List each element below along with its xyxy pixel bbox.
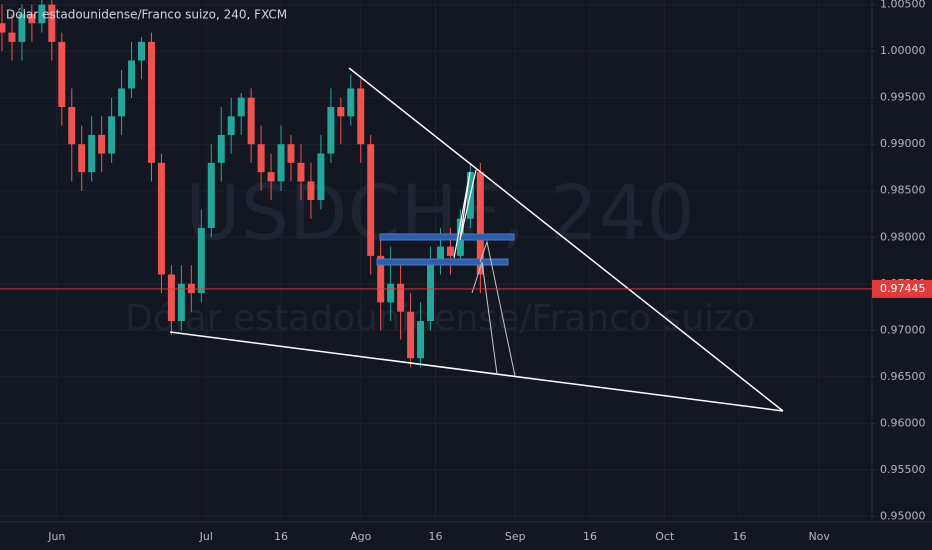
candle-body — [287, 144, 295, 163]
candle-body — [108, 116, 116, 154]
last-price-label: 0.97445 — [880, 282, 926, 295]
x-tick-label: Ago — [350, 530, 372, 543]
candle-body — [367, 144, 375, 256]
candle-body — [157, 162, 165, 275]
y-tick-label: 1.00000 — [880, 44, 926, 57]
arrow-path — [453, 169, 477, 259]
candle-body — [138, 41, 146, 61]
x-tick-label: Sep — [505, 530, 526, 543]
candle-body — [78, 144, 86, 173]
candle-body — [357, 88, 365, 145]
x-tick-label: Oct — [655, 530, 675, 543]
candle-body — [147, 41, 155, 163]
y-tick-label: 0.96500 — [880, 370, 926, 383]
candle-body — [177, 283, 185, 322]
x-tick-label: Jun — [47, 530, 65, 543]
candle-body — [297, 162, 305, 182]
candle-body — [98, 134, 106, 154]
candle-body — [227, 116, 235, 135]
candle-body — [28, 13, 36, 24]
candle-body — [187, 283, 195, 294]
y-tick-label: 0.99000 — [880, 137, 926, 150]
x-tick-label: Jul — [199, 530, 213, 543]
y-tick-label: 0.97000 — [880, 323, 926, 336]
y-tick-label: 0.98000 — [880, 230, 926, 243]
drawings — [169, 67, 784, 412]
candle-body — [18, 13, 26, 42]
candle-body — [377, 255, 385, 303]
candle-body — [257, 144, 265, 173]
candle-body — [407, 311, 415, 359]
y-tick-label: 0.96000 — [880, 416, 926, 429]
candle-body — [128, 60, 136, 89]
x-tick-label: 16 — [429, 530, 443, 543]
x-tick-label: 16 — [583, 530, 597, 543]
candle-body — [397, 283, 405, 312]
candle-body — [167, 274, 175, 322]
candle-body — [387, 283, 395, 303]
candle-body — [476, 172, 484, 275]
zone — [379, 233, 515, 241]
x-tick-label: 16 — [732, 530, 746, 543]
candle-body — [446, 246, 454, 256]
trendline — [348, 67, 784, 412]
arrow-path — [479, 240, 516, 377]
candle-body — [237, 97, 245, 117]
y-tick-label: 0.95500 — [880, 463, 926, 476]
candle-body — [207, 162, 215, 228]
candle-body — [277, 144, 285, 182]
trendline — [169, 331, 784, 412]
y-tick-label: 1.00500 — [880, 0, 926, 11]
candle-body — [417, 321, 425, 359]
arrow-path — [471, 261, 498, 375]
y-tick-label: 0.95000 — [880, 509, 926, 522]
price-axis — [872, 0, 932, 550]
candle-body — [58, 41, 66, 108]
x-tick-label: Nov — [808, 530, 830, 543]
candle-body — [8, 32, 16, 42]
candle-body — [436, 246, 444, 266]
candle-body — [347, 88, 355, 117]
candle-body — [68, 107, 76, 145]
y-tick-label: 0.98500 — [880, 184, 926, 197]
candle-body — [427, 265, 435, 322]
candle-body — [197, 227, 205, 294]
candle-body — [48, 4, 56, 42]
candle-body — [217, 134, 225, 163]
candle-body — [327, 107, 335, 154]
zone — [376, 258, 509, 266]
chart-title: Dólar estadounidense/Franco suizo, 240, … — [6, 8, 287, 22]
grid — [0, 0, 872, 522]
candle-body — [0, 23, 6, 33]
watermark-subtitle: Dólar estadounidense/Franco suizo — [125, 298, 755, 339]
candle-body — [247, 97, 255, 145]
x-tick-label: 16 — [274, 530, 288, 543]
last-price-tag — [872, 279, 932, 298]
candle-body — [118, 88, 126, 117]
candle-body — [38, 4, 46, 24]
y-tick-label: 0.99500 — [880, 91, 926, 104]
candle-body — [307, 181, 315, 201]
candle-body — [317, 153, 325, 201]
candle-body — [337, 107, 345, 117]
candle-body — [88, 134, 96, 173]
candle-body — [267, 172, 275, 182]
